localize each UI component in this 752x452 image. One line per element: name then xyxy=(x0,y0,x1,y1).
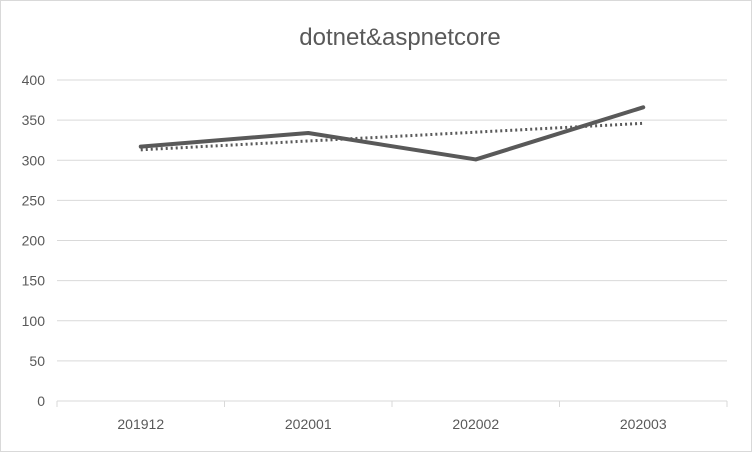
y-tick-label: 400 xyxy=(22,72,46,88)
y-tick-label: 300 xyxy=(22,152,46,168)
y-tick-label: 100 xyxy=(22,313,46,329)
series-line xyxy=(138,105,646,162)
y-tick-label: 250 xyxy=(22,192,46,208)
trendline xyxy=(140,121,644,152)
y-tick-label: 150 xyxy=(22,273,46,289)
y-tick-label: 350 xyxy=(22,112,46,128)
x-axis: 201912 202001 202002 202003 xyxy=(56,401,728,432)
x-tick-label: 202001 xyxy=(285,416,332,432)
x-tick-label: 202002 xyxy=(452,416,499,432)
chart-title: dotnet&aspnetcore xyxy=(299,24,500,51)
y-tick-label: 50 xyxy=(29,353,45,369)
y-tick-label: 0 xyxy=(37,393,45,409)
series-layer xyxy=(138,105,646,162)
gridlines xyxy=(57,79,727,402)
x-tick-label: 201912 xyxy=(117,416,164,432)
y-axis-ticks: 0 50 100 150 200 250 300 350 400 xyxy=(22,72,46,409)
x-tick-label: 202003 xyxy=(620,416,667,432)
y-tick-label: 200 xyxy=(22,233,46,249)
